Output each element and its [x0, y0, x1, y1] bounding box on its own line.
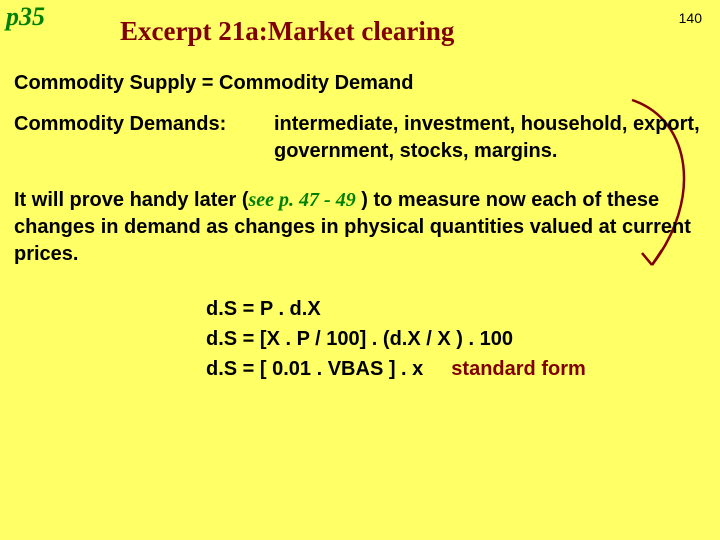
- equation-1: d.S = P . d.X: [206, 294, 706, 324]
- para2-pre: It will prove handy later (: [14, 189, 249, 211]
- slide-number: 140: [679, 10, 702, 26]
- equation-2: d.S = [X . P / 100] . (d.X / X ) . 100: [206, 324, 706, 354]
- demands-block: Commodity Demands: intermediate, investm…: [14, 111, 706, 165]
- slide-title: Excerpt 21a:Market clearing: [120, 16, 454, 47]
- equation-supply-demand: Commodity Supply = Commodity Demand: [14, 70, 706, 97]
- standard-form-label: standard form: [451, 358, 585, 380]
- content-area: Commodity Supply = Commodity Demand Comm…: [14, 70, 706, 384]
- demands-label: Commodity Demands:: [14, 111, 274, 165]
- equations-block: d.S = P . d.X d.S = [X . P / 100] . (d.X…: [206, 294, 706, 384]
- equation-3: d.S = [ 0.01 . VBAS ] . x: [206, 358, 423, 380]
- page-reference: p35: [6, 2, 45, 32]
- demands-list: intermediate, investment, household, exp…: [274, 111, 706, 165]
- equation-3-row: d.S = [ 0.01 . VBAS ] . x standard form: [206, 354, 706, 384]
- paragraph-note: It will prove handy later (see p. 47 - 4…: [14, 187, 706, 268]
- see-page-reference: see p. 47 - 49: [249, 189, 356, 211]
